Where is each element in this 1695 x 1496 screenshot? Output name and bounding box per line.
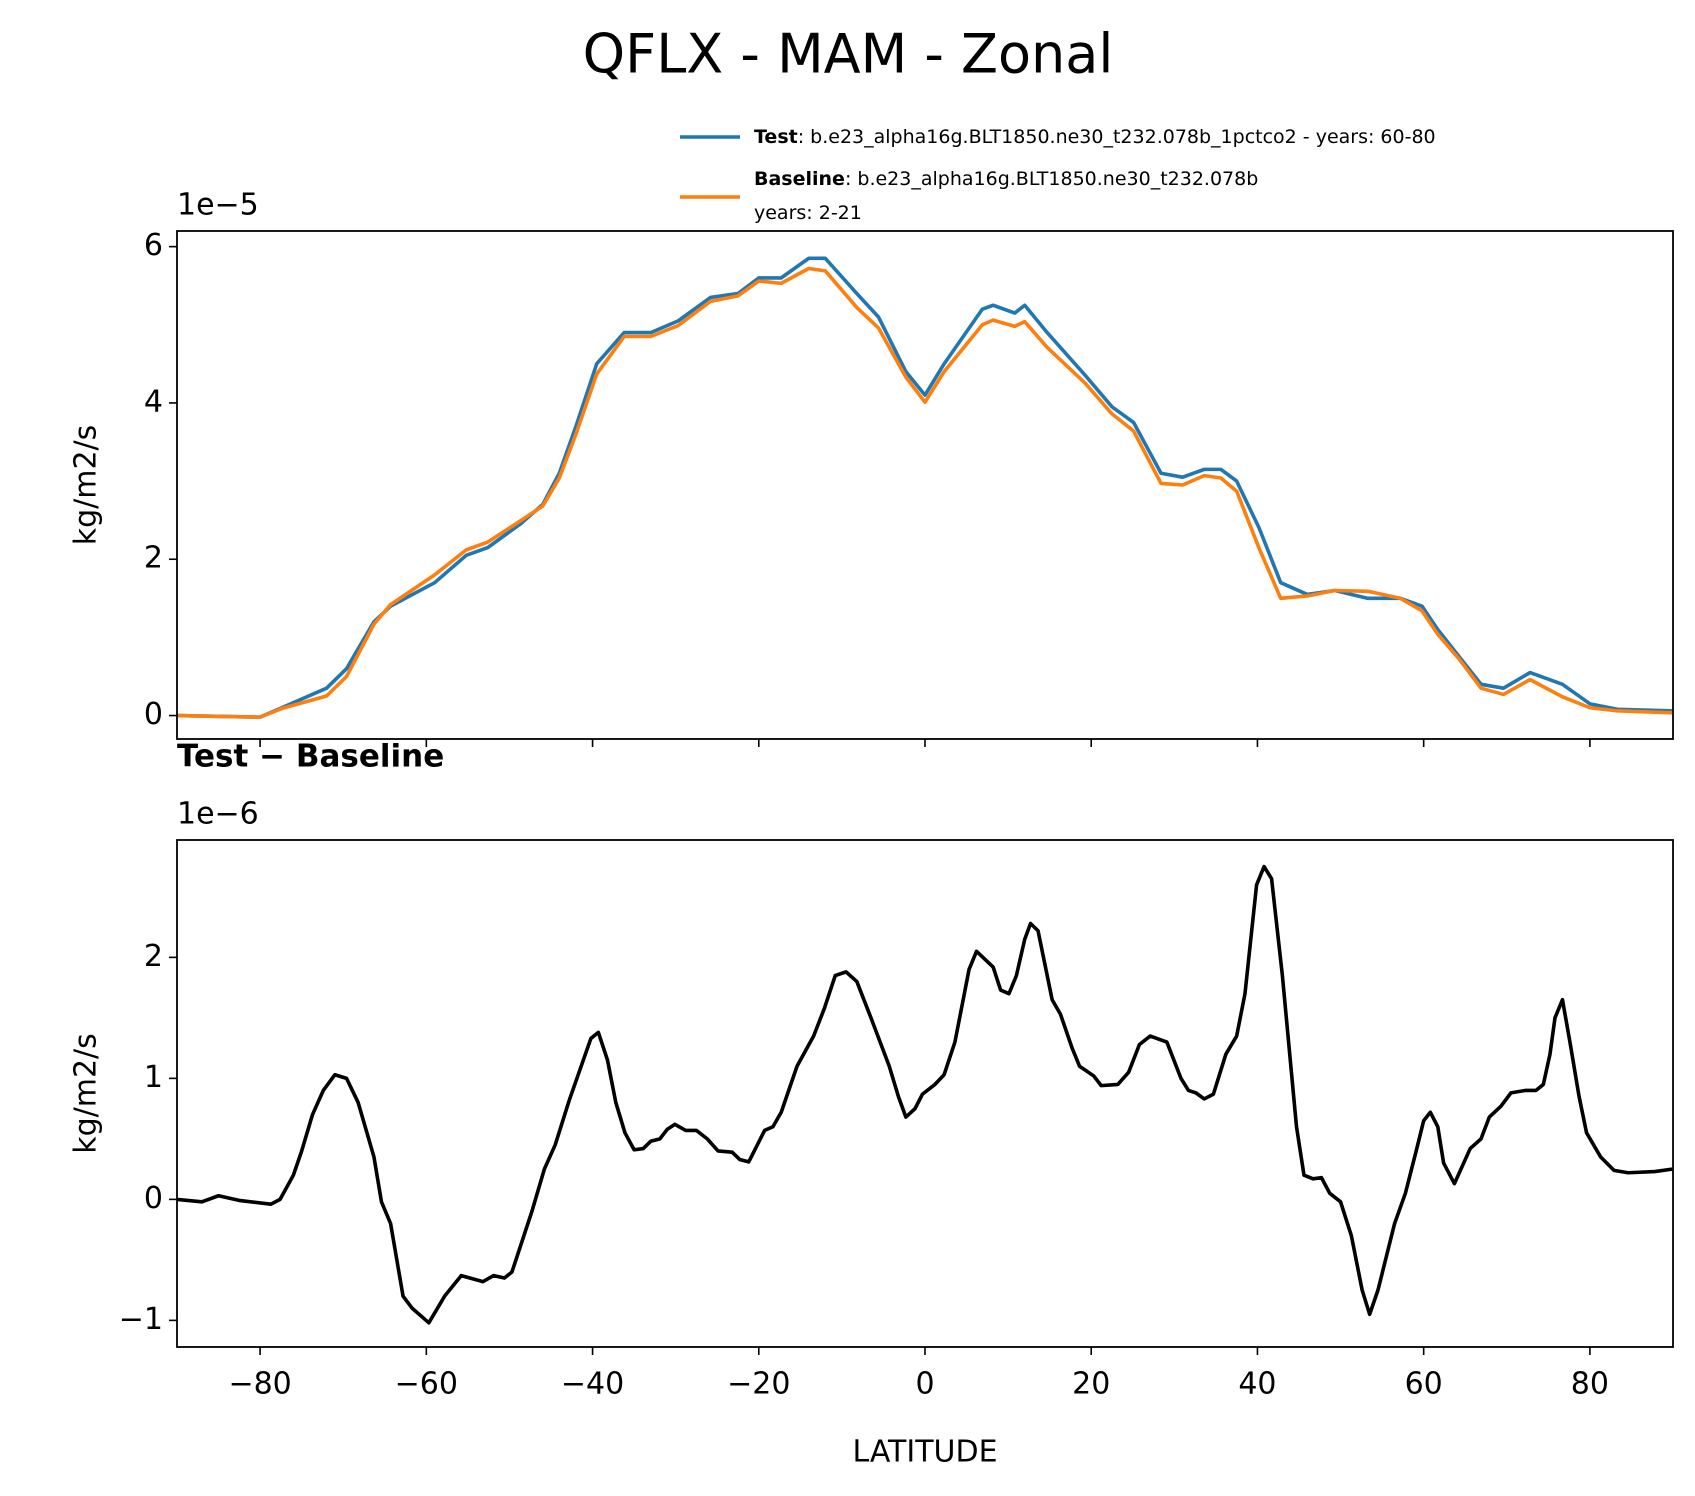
- data-line: [177, 864, 1673, 1325]
- x-tick-label: 0: [915, 1367, 934, 1402]
- y-tick-label: −1: [119, 1302, 163, 1337]
- y-tick-label: 2: [144, 541, 163, 576]
- legend-label: Test: b.e23_alpha16g.BLT1850.ne30_t232.0…: [754, 126, 1436, 148]
- axes-title: Test − Baseline: [177, 739, 444, 775]
- data-line: [177, 256, 1673, 719]
- legend-description: years: 2-21: [754, 202, 862, 224]
- offset-label: 1e−6: [177, 797, 259, 832]
- y-tick-label: 0: [144, 1181, 163, 1216]
- figure-title: QFLX - MAM - Zonal: [583, 23, 1114, 86]
- x-tick-label: −20: [727, 1367, 790, 1402]
- legend-name: Baseline: [754, 168, 845, 190]
- legend-label: years: 2-21: [754, 202, 862, 224]
- y-tick-label: 2: [144, 939, 163, 974]
- x-tick-label: −60: [395, 1367, 458, 1402]
- legend-name: Test: [754, 126, 798, 148]
- y-tick-label: 0: [144, 697, 163, 732]
- x-tick-label: 80: [1571, 1367, 1609, 1402]
- axes-frame: [176, 230, 1674, 740]
- legend-description: : b.e23_alpha16g.BLT1850.ne30_t232.078b_…: [798, 126, 1436, 148]
- y-axis-label: kg/m2/s: [69, 425, 104, 546]
- x-tick-label: 40: [1238, 1367, 1276, 1402]
- legend-description: : b.e23_alpha16g.BLT1850.ne30_t232.078b: [845, 168, 1258, 190]
- y-tick-label: 6: [144, 228, 163, 263]
- y-axis-label: kg/m2/s: [69, 1033, 104, 1154]
- axes-frame: [176, 839, 1674, 1348]
- x-tick-label: −80: [228, 1367, 291, 1402]
- x-axis-label: LATITUDE: [852, 1435, 997, 1470]
- legend-label: Baseline: b.e23_alpha16g.BLT1850.ne30_t2…: [754, 168, 1258, 190]
- x-tick-label: 20: [1072, 1367, 1110, 1402]
- x-tick-label: 60: [1405, 1367, 1443, 1402]
- offset-label: 1e−5: [177, 188, 259, 223]
- y-tick-label: 4: [144, 384, 163, 419]
- x-tick-label: −40: [561, 1367, 624, 1402]
- data-line: [177, 266, 1673, 719]
- y-tick-label: 1: [144, 1060, 163, 1095]
